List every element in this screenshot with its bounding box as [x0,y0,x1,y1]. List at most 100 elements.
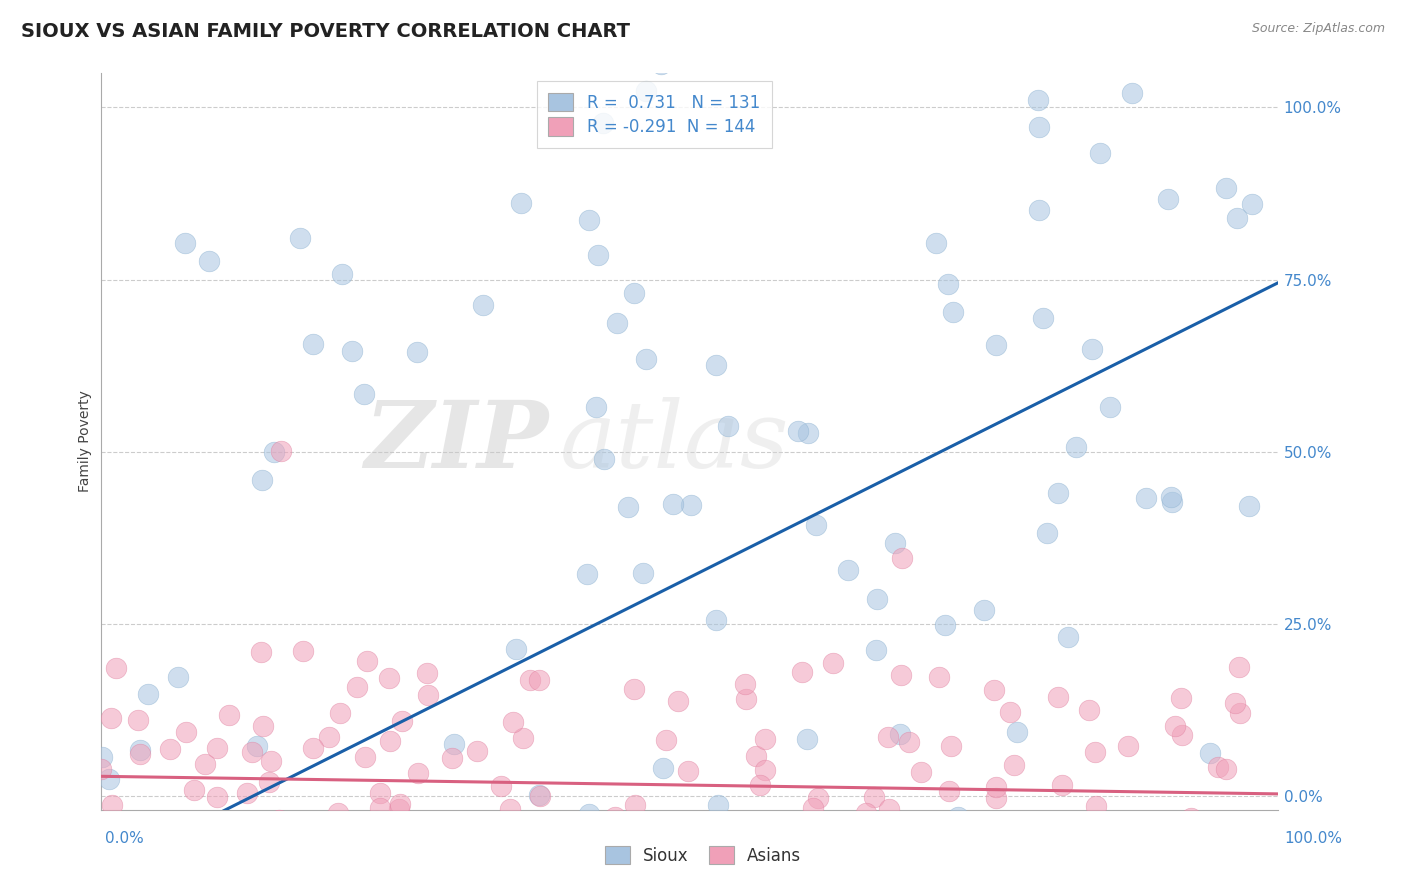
Point [593,451,616,466]
Point [862,790,884,805]
Point [1005,871,1028,885]
Point [797,426,820,441]
Point [100,711,122,725]
Point [519,673,541,687]
Point [938,784,960,798]
Point [297,829,319,843]
Point [631,566,654,580]
Point [364,814,387,829]
Point [831,857,853,871]
Point [129,747,152,762]
Point [494,828,516,842]
Point [1180,812,1202,826]
Point [242,745,264,759]
Point [1119,818,1142,832]
Point [1160,491,1182,505]
Point [252,719,274,733]
Point [1046,486,1069,500]
Point [288,231,311,245]
Text: Source: ZipAtlas.com: Source: ZipAtlas.com [1251,22,1385,36]
Point [654,732,676,747]
Point [942,305,965,319]
Point [353,750,375,764]
Point [585,401,607,415]
Point [567,828,589,842]
Point [745,749,768,764]
Point [512,731,534,746]
Point [329,706,352,720]
Point [1241,197,1264,211]
Point [634,351,657,366]
Point [98,772,121,787]
Point [159,742,181,756]
Point [527,673,550,687]
Point [998,705,1021,719]
Point [270,444,292,458]
Point [1170,691,1192,706]
Point [205,790,228,805]
Point [704,613,727,627]
Point [356,865,378,880]
Point [984,780,1007,794]
Point [340,343,363,358]
Point [391,714,413,729]
Point [928,847,950,862]
Point [1223,697,1246,711]
Point [243,842,266,856]
Point [505,642,527,657]
Point [302,337,325,351]
Point [1088,145,1111,160]
Point [370,786,392,800]
Point [361,830,384,845]
Point [250,473,273,487]
Point [1028,93,1050,107]
Point [1002,757,1025,772]
Point [198,253,221,268]
Point [908,825,931,839]
Point [717,418,740,433]
Point [1164,718,1187,732]
Point [735,691,758,706]
Point [260,847,283,862]
Point [865,642,887,657]
Point [502,714,524,729]
Point [301,741,323,756]
Point [129,743,152,757]
Legend: Sioux, Asians: Sioux, Asians [596,838,810,873]
Point [250,645,273,659]
Text: SIOUX VS ASIAN FAMILY POVERTY CORRELATION CHART: SIOUX VS ASIAN FAMILY POVERTY CORRELATIO… [21,22,630,41]
Point [174,235,197,250]
Point [606,316,628,330]
Point [1219,822,1241,837]
Point [173,878,195,892]
Y-axis label: Family Poverty: Family Poverty [79,391,93,492]
Point [353,387,375,401]
Point [1098,400,1121,414]
Point [257,774,280,789]
Point [575,567,598,582]
Point [499,802,522,816]
Point [623,285,645,300]
Point [877,802,900,816]
Point [330,267,353,281]
Point [1056,630,1078,644]
Point [790,665,813,680]
Point [623,797,645,812]
Point [1215,762,1237,776]
Point [866,591,889,606]
Point [380,867,402,881]
Point [1028,202,1050,217]
Point [1171,728,1194,742]
Point [179,889,201,892]
Point [377,672,399,686]
Point [1198,746,1220,760]
Point [183,783,205,797]
Point [983,682,1005,697]
Point [630,32,652,46]
Point [1234,845,1257,859]
Point [1118,820,1140,834]
Point [166,819,188,833]
Point [1250,844,1272,858]
Point [661,497,683,511]
Point [1135,491,1157,505]
